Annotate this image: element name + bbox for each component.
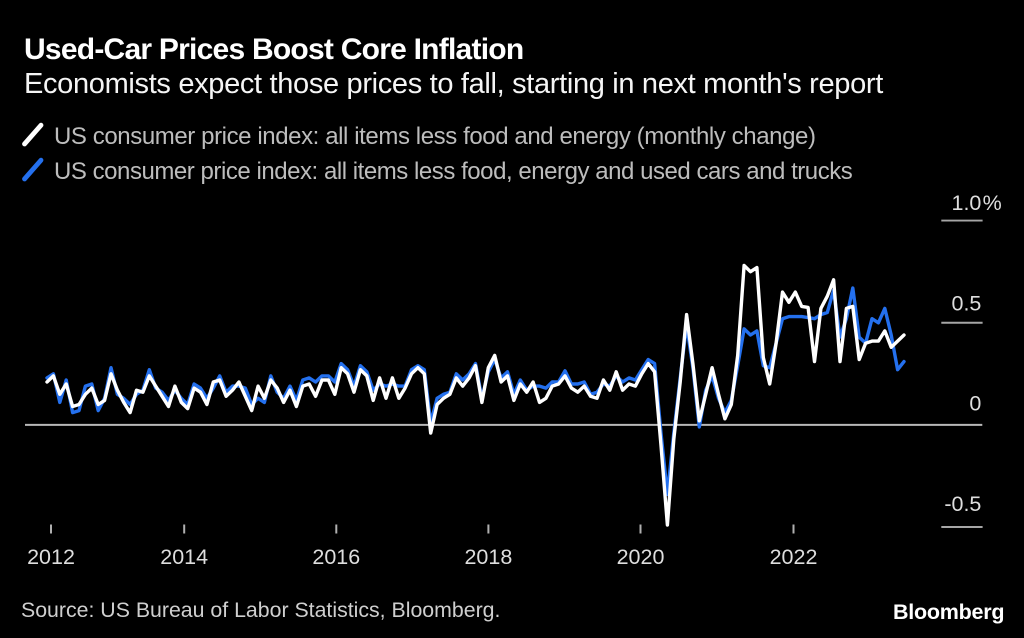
- svg-text:-0.5: -0.5: [944, 492, 981, 516]
- svg-text:2014: 2014: [160, 545, 208, 569]
- svg-text:1.0: 1.0: [952, 191, 982, 215]
- svg-text:2020: 2020: [617, 545, 665, 569]
- svg-text:0: 0: [969, 392, 981, 416]
- svg-text:%: %: [983, 191, 1002, 215]
- svg-text:2022: 2022: [770, 545, 818, 569]
- svg-text:2018: 2018: [464, 545, 512, 569]
- svg-text:2016: 2016: [312, 545, 360, 569]
- svg-text:2012: 2012: [27, 545, 75, 569]
- svg-text:0.5: 0.5: [952, 291, 982, 315]
